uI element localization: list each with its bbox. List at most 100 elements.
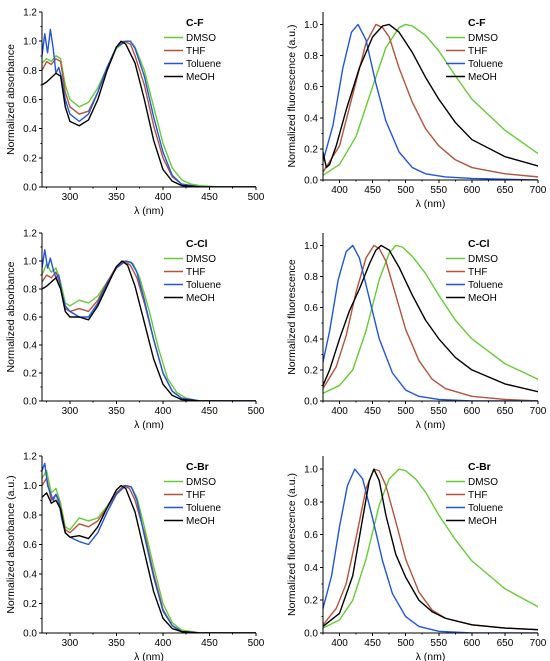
y-axis-title: Normalized absorbance [5,261,17,372]
series-line-toluene [42,462,256,633]
legend-label-dmso: DMSO [468,33,498,44]
x-tick-label: 350 [108,638,125,649]
y-tick-label: 0.0 [23,397,37,408]
y-axis-title: Normalized fluorescence [286,259,298,375]
chart-panel-fl-CF: 400 450 500 550 600 650 700 0.0 0.2 0.4 0.6 0.8 1.0 λ… [286,12,547,210]
y-tick-label: 0.8 [23,66,37,77]
x-tick-label: 500 [248,638,265,649]
y-tick-label: 1.0 [23,37,37,48]
x-tick-label: 650 [497,638,514,649]
x-tick-label: 500 [248,406,265,417]
y-tick-label: 0.8 [23,285,37,296]
y-tick-label: 0.2 [23,599,37,610]
x-tick-label: 450 [201,192,218,203]
series-line-toluene [323,244,538,401]
series-line-meoh [42,260,256,401]
y-tick-label: 0.6 [23,95,37,106]
y-tick-label: 0.6 [23,313,37,324]
y-tick-label: 0.4 [304,113,318,124]
x-axis-title: λ (nm) [134,205,164,217]
y-tick-label: 0.4 [23,341,37,352]
y-tick-label: 0.8 [304,51,318,62]
series-line-dmso [323,23,538,177]
panel-title: C-Br [186,461,209,473]
y-tick-label: 0.6 [304,530,318,541]
legend-label-dmso: DMSO [468,477,498,488]
x-axis-title: λ (nm) [416,419,446,431]
y-tick-label: 1.0 [304,241,318,252]
y-tick-label: 0.2 [23,369,37,380]
y-tick-label: 1.0 [23,257,37,268]
legend-label-toluene: Toluene [186,503,221,514]
x-tick-label: 350 [108,406,125,417]
series-line-dmso [323,468,538,629]
legend-label-meoh: MeOH [186,293,215,304]
legend-label-thf: THF [186,46,205,57]
legend-label-thf: THF [468,46,487,57]
x-tick-label: 500 [397,638,414,649]
y-tick-label: 0.8 [23,511,37,522]
y-axis-title: Normalized fluorescence (a.u.) [286,473,298,616]
legend-label-toluene: Toluene [468,503,503,514]
panel-title: C-Cl [186,238,208,250]
chart-panel-fl-CCl: 400 450 500 550 600 650 700 0.0 0.2 0.4 0.6 0.8 1.0 λ… [286,233,547,431]
y-tick-label: 0.6 [304,82,318,93]
y-tick-label: 0.8 [304,497,318,508]
series-line-thf [323,244,538,401]
y-tick-label: 0.6 [304,303,318,314]
y-tick-label: 0.2 [304,144,318,155]
x-tick-label: 450 [364,185,381,196]
series-line-toluene [42,28,256,187]
legend-label-meoh: MeOH [186,72,215,83]
chart-panel-fl-CBr: 400 450 500 550 600 650 700 0.0 0.2 0.4 0.6 0.8 1.0 λ… [286,456,547,661]
y-axis-title: Normalized absorbance (a.u.) [5,475,17,613]
x-tick-label: 300 [62,638,79,649]
chart-panel-abs-CF: 300 350 400 450 500 0.0 0.2 0.4 0.6 0.8 1.0 1.2 λ (n… [5,8,265,218]
legend-label-meoh: MeOH [468,516,497,527]
y-tick-label: 0.2 [304,596,318,607]
series-line-toluene [42,249,256,401]
series-line-meoh [42,484,256,633]
legend-label-toluene: Toluene [468,280,503,291]
chart-panel-abs-CCl: 300 350 400 450 500 0.0 0.2 0.4 0.6 0.8 1.0 1.2 λ (n… [5,229,265,432]
x-tick-label: 350 [108,192,125,203]
series-line-toluene [323,468,538,633]
panel-title: C-F [186,17,204,29]
legend-label-dmso: DMSO [468,254,498,265]
legend-label-thf: THF [186,267,205,278]
y-tick-label: 0.0 [304,397,318,408]
series-line-meoh [323,23,538,169]
x-tick-label: 400 [331,638,348,649]
y-axis-title: Normalized fluorescence (a.u.) [286,25,298,168]
legend-label-meoh: MeOH [468,72,497,83]
x-axis-title: λ (nm) [416,198,446,210]
x-tick-label: 700 [530,185,547,196]
x-tick-label: 500 [397,185,414,196]
x-tick-label: 550 [430,185,447,196]
x-axis-title: λ (nm) [134,651,164,661]
legend-label-dmso: DMSO [186,254,216,265]
panel-title: C-F [468,17,486,29]
legend-label-dmso: DMSO [186,33,216,44]
y-tick-label: 0.0 [304,176,318,187]
x-axis-title: λ (nm) [416,651,446,661]
y-tick-label: 0.0 [23,183,37,194]
legend-label-thf: THF [186,490,205,501]
panel-title: C-Cl [468,238,490,250]
series-line-dmso [323,244,538,394]
x-axis-title: λ (nm) [134,419,164,431]
y-tick-label: 0.0 [23,629,37,640]
x-tick-label: 500 [397,406,414,417]
series-line-meoh [323,468,538,631]
x-tick-label: 300 [62,406,79,417]
x-tick-label: 650 [497,406,514,417]
series-line-dmso [42,260,256,401]
panel-title: C-Br [468,461,491,473]
legend-label-thf: THF [468,267,487,278]
x-tick-label: 400 [155,192,172,203]
y-tick-label: 0.2 [304,365,318,376]
y-tick-label: 1.0 [304,465,318,476]
series-line-thf [323,468,538,631]
legend-label-meoh: MeOH [186,516,215,527]
y-tick-label: 0.2 [23,153,37,164]
